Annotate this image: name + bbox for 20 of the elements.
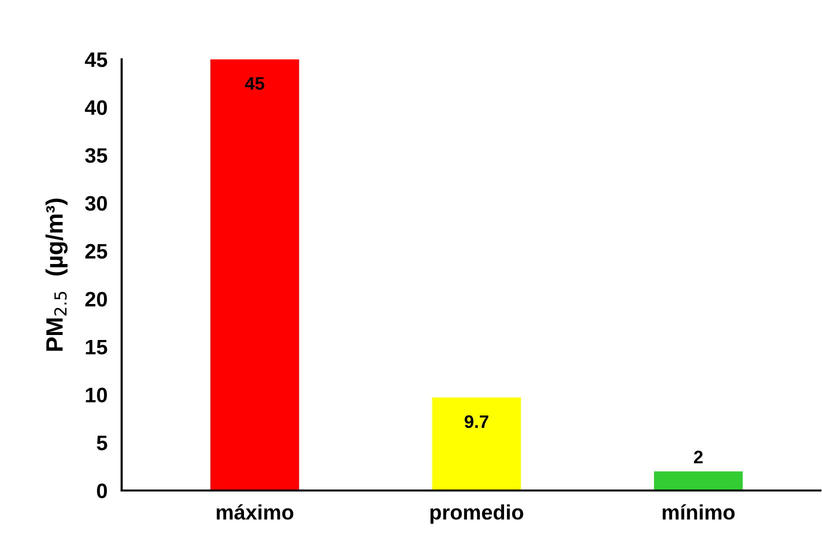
y-tick-label: 25 bbox=[85, 244, 108, 259]
x-tick-label: mínimo bbox=[662, 504, 735, 520]
y-tick-label: 45 bbox=[84, 52, 108, 68]
y-tick-label: 5 bbox=[96, 436, 108, 450]
y-tick-label: 20 bbox=[85, 292, 107, 307]
y-axis-title: PM$_{2.5}$ (µg/m³) bbox=[46, 198, 68, 351]
data-label: 2 bbox=[694, 450, 703, 464]
bar bbox=[432, 398, 521, 490]
y-tick-label: 15 bbox=[86, 340, 108, 355]
y-tick-label: 35 bbox=[85, 148, 108, 163]
data-label: 45 bbox=[244, 77, 264, 90]
y-tick-label: 0 bbox=[97, 483, 107, 498]
x-tick-label: promedio bbox=[430, 504, 524, 524]
y-tick-label: 10 bbox=[86, 388, 107, 402]
bar bbox=[654, 471, 743, 490]
data-label: 9.7 bbox=[464, 415, 488, 428]
y-tick-label: 40 bbox=[84, 100, 107, 115]
bar bbox=[210, 59, 300, 490]
x-tick-label: máximo bbox=[216, 504, 294, 520]
y-tick-label: 30 bbox=[85, 196, 107, 211]
